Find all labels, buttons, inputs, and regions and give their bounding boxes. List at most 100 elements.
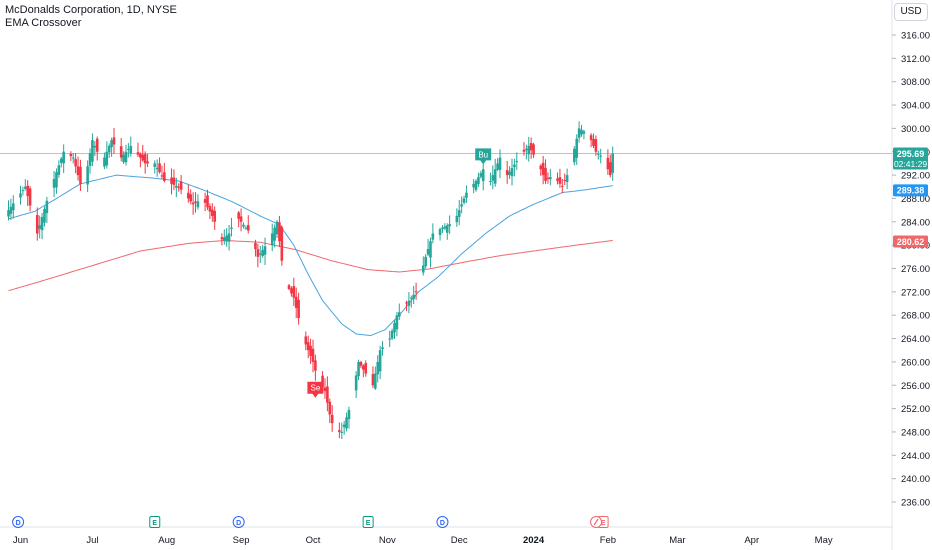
candle-body bbox=[38, 225, 41, 229]
time-tick-label: Dec bbox=[451, 535, 468, 546]
candle-body bbox=[479, 173, 483, 177]
earnings-event-icon[interactable]: E bbox=[149, 516, 161, 528]
candle bbox=[498, 149, 502, 179]
candle-body bbox=[280, 227, 284, 261]
candle bbox=[69, 151, 73, 162]
price-tick-label: 252.00 bbox=[901, 404, 930, 415]
candle-body bbox=[505, 170, 509, 176]
dividend-event-icon[interactable]: D bbox=[232, 516, 245, 528]
candle bbox=[35, 207, 39, 241]
candle bbox=[62, 144, 65, 174]
candle bbox=[477, 172, 480, 188]
candle-body bbox=[378, 350, 382, 372]
svg-text:E: E bbox=[366, 520, 371, 527]
candle-body bbox=[323, 387, 327, 392]
candle-body bbox=[338, 430, 341, 432]
candle-body bbox=[364, 363, 368, 374]
candle bbox=[527, 136, 531, 162]
candle bbox=[342, 420, 346, 435]
candle-body bbox=[107, 145, 111, 153]
candle bbox=[362, 364, 365, 378]
candle-body bbox=[189, 194, 193, 202]
candle bbox=[541, 155, 545, 185]
candle-body bbox=[237, 212, 240, 219]
candle-body bbox=[371, 374, 375, 386]
candle-body bbox=[139, 153, 142, 158]
candle-body bbox=[563, 179, 567, 181]
candle-body bbox=[306, 342, 310, 351]
candle bbox=[431, 223, 435, 244]
candle-body bbox=[474, 180, 478, 190]
candle bbox=[76, 156, 80, 181]
candle bbox=[263, 237, 267, 265]
candle bbox=[338, 422, 341, 439]
split-event-icon[interactable] bbox=[590, 516, 603, 528]
buy-signal-label[interactable]: Bu bbox=[475, 148, 492, 165]
candle bbox=[52, 171, 56, 198]
currency-button[interactable]: USD bbox=[894, 3, 928, 21]
candle bbox=[398, 303, 401, 321]
candle-body bbox=[527, 145, 531, 155]
candle bbox=[388, 330, 392, 348]
candle-body bbox=[290, 288, 293, 294]
candle bbox=[580, 124, 583, 137]
candle-body bbox=[124, 151, 128, 163]
candle bbox=[513, 158, 516, 177]
candle-body bbox=[35, 214, 39, 234]
candle bbox=[304, 331, 308, 351]
candle-body bbox=[359, 361, 363, 366]
svg-text:E: E bbox=[601, 520, 606, 527]
candle bbox=[378, 345, 382, 380]
candle bbox=[529, 137, 533, 159]
candle bbox=[172, 169, 176, 190]
candle-body bbox=[457, 210, 461, 217]
sell-signal-label[interactable]: Se bbox=[307, 381, 324, 398]
candle-body bbox=[455, 215, 459, 223]
candle bbox=[608, 154, 612, 178]
candle-body bbox=[220, 237, 224, 240]
price-tick-label: 244.00 bbox=[901, 451, 930, 462]
candle-body bbox=[52, 178, 56, 188]
candle-body bbox=[187, 192, 190, 199]
candle-body bbox=[297, 299, 300, 319]
time-tick-label: Nov bbox=[379, 535, 396, 546]
candle-body bbox=[345, 417, 348, 429]
candle-body bbox=[395, 315, 399, 330]
dividend-event-icon[interactable]: D bbox=[12, 516, 25, 528]
candle-body bbox=[103, 157, 106, 167]
candle bbox=[86, 160, 89, 193]
candle-body bbox=[513, 164, 516, 168]
candle-body bbox=[258, 253, 262, 255]
candle bbox=[592, 133, 595, 149]
candle bbox=[107, 143, 111, 158]
candle bbox=[258, 245, 262, 264]
candle bbox=[26, 180, 29, 206]
candle bbox=[254, 239, 257, 257]
candle-body bbox=[596, 153, 600, 155]
candle-body bbox=[561, 185, 564, 187]
time-tick-label: Oct bbox=[306, 535, 321, 546]
indicator-name[interactable]: EMA Crossover bbox=[5, 17, 82, 29]
candle bbox=[359, 360, 363, 369]
candle bbox=[479, 170, 483, 179]
earnings-event-icon[interactable]: E bbox=[362, 516, 374, 528]
candle bbox=[448, 215, 451, 235]
candle bbox=[426, 238, 430, 257]
candle bbox=[525, 144, 528, 160]
candle-body bbox=[575, 138, 579, 158]
price-tick-label: 284.00 bbox=[901, 217, 930, 228]
candle bbox=[273, 224, 276, 248]
candle bbox=[455, 208, 459, 227]
candle bbox=[225, 228, 228, 247]
candle bbox=[143, 151, 147, 174]
candle-body bbox=[127, 148, 130, 150]
candle-body bbox=[549, 177, 552, 180]
candle bbox=[290, 286, 293, 297]
candle bbox=[105, 141, 109, 169]
candle-body bbox=[544, 168, 547, 181]
dividend-event-icon[interactable]: D bbox=[436, 516, 449, 528]
candle bbox=[515, 152, 519, 171]
candle-body bbox=[119, 146, 123, 158]
candle-body bbox=[354, 375, 358, 391]
